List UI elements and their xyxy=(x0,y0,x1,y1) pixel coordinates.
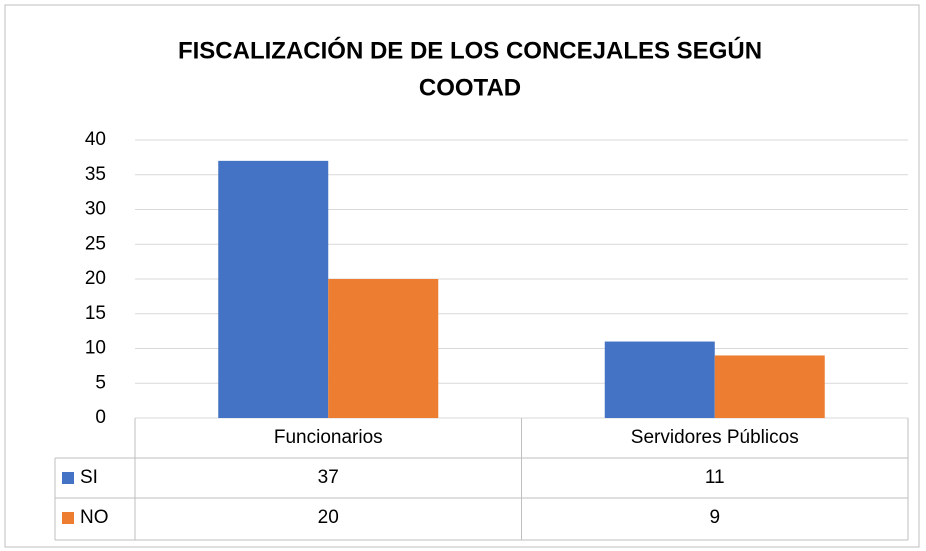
y-tick-label: 25 xyxy=(85,233,106,254)
y-tick-label: 0 xyxy=(95,407,106,428)
y-tick-label: 20 xyxy=(85,268,106,289)
y-tick-label: 35 xyxy=(85,164,106,185)
bar xyxy=(714,355,825,418)
table-value: 11 xyxy=(705,467,725,488)
bar xyxy=(328,279,439,418)
x-tick-label: Funcionarios xyxy=(274,427,383,448)
y-tick-label: 5 xyxy=(95,372,106,393)
y-tick-label: 30 xyxy=(85,199,106,220)
chart-frame xyxy=(4,4,920,548)
bar xyxy=(218,160,329,418)
chart-title: COOTAD xyxy=(419,74,521,101)
table-value: 9 xyxy=(709,507,720,528)
legend-label: NO xyxy=(80,507,109,528)
table-value: 37 xyxy=(318,467,339,488)
legend-label: SI xyxy=(80,467,98,488)
y-tick-label: 15 xyxy=(85,303,106,324)
bar xyxy=(604,341,715,418)
y-tick-label: 40 xyxy=(85,129,106,150)
y-tick-label: 10 xyxy=(85,338,106,359)
chart-title: FISCALIZACIÓN DE DE LOS CONCEJALES SEGÚN xyxy=(178,36,762,64)
legend-key xyxy=(62,512,74,524)
legend-key xyxy=(62,472,74,484)
x-tick-label: Servidores Públicos xyxy=(631,427,799,448)
table-value: 20 xyxy=(318,507,339,528)
